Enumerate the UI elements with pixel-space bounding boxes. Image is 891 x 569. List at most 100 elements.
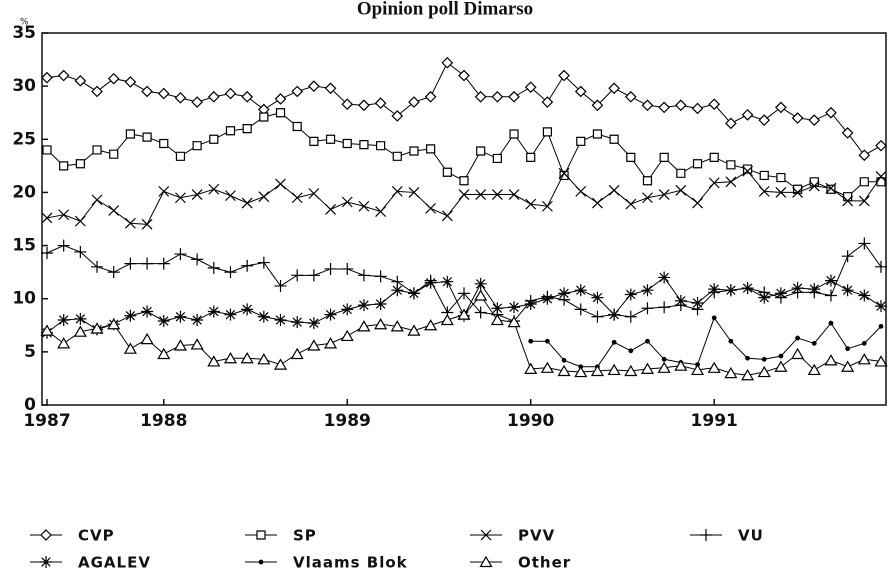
- marker: [191, 253, 204, 266]
- series-line: [46, 276, 882, 334]
- marker: [826, 184, 836, 194]
- marker: [775, 101, 787, 114]
- marker: [608, 184, 620, 196]
- marker: [308, 80, 320, 92]
- marker: [676, 168, 686, 178]
- marker: [540, 361, 554, 373]
- marker: [576, 136, 586, 147]
- marker: [858, 195, 870, 207]
- marker: [725, 176, 737, 188]
- marker: [223, 352, 238, 364]
- marker: [57, 239, 70, 252]
- marker: [309, 136, 319, 147]
- marker: [708, 177, 720, 189]
- marker: [561, 357, 567, 363]
- marker: [307, 269, 320, 282]
- marker: [459, 176, 469, 186]
- marker: [808, 114, 821, 127]
- marker: [307, 339, 321, 351]
- marker: [507, 315, 521, 328]
- marker: [545, 338, 550, 344]
- marker: [392, 151, 402, 161]
- marker: [324, 82, 337, 95]
- marker: [408, 96, 420, 108]
- marker: [92, 145, 102, 155]
- marker: [491, 90, 504, 103]
- marker: [224, 87, 237, 100]
- marker: [124, 309, 137, 322]
- marker: [74, 245, 87, 258]
- marker: [342, 138, 352, 149]
- marker: [628, 348, 634, 354]
- marker: [225, 126, 236, 136]
- marker: [391, 185, 403, 197]
- marker: [74, 312, 87, 325]
- marker: [642, 176, 653, 186]
- marker: [808, 180, 820, 192]
- y-tick-label: 15: [12, 236, 36, 256]
- marker: [708, 283, 721, 296]
- marker: [711, 315, 717, 321]
- marker: [275, 178, 286, 190]
- marker: [290, 347, 304, 360]
- marker: [291, 85, 304, 98]
- marker: [591, 99, 604, 112]
- legend-label: Other: [518, 554, 571, 569]
- marker: [491, 302, 504, 315]
- marker: [358, 99, 370, 112]
- marker: [841, 284, 854, 297]
- marker: [74, 215, 86, 227]
- marker: [807, 363, 821, 376]
- marker: [241, 197, 253, 209]
- marker: [591, 310, 604, 323]
- marker: [474, 289, 488, 301]
- marker: [191, 189, 203, 200]
- y-tick-label: 25: [12, 129, 36, 149]
- marker: [526, 152, 536, 162]
- marker: [591, 291, 604, 304]
- marker: [174, 91, 187, 104]
- marker: [425, 202, 437, 214]
- marker: [690, 363, 705, 376]
- marker: [845, 346, 851, 352]
- marker: [291, 192, 303, 204]
- marker: [541, 96, 554, 108]
- marker: [41, 71, 53, 84]
- marker: [824, 274, 837, 287]
- marker: [609, 134, 619, 144]
- marker: [508, 90, 520, 103]
- chart-title: Opinion poll Dimarso: [357, 0, 533, 19]
- marker: [241, 303, 254, 316]
- marker: [825, 182, 837, 194]
- marker: [692, 159, 703, 169]
- marker: [624, 310, 637, 323]
- marker: [492, 153, 502, 164]
- marker: [141, 257, 154, 270]
- marker: [745, 355, 750, 361]
- y-tick-label: 30: [12, 76, 36, 96]
- marker: [842, 195, 854, 207]
- marker: [174, 310, 187, 323]
- marker: [709, 152, 719, 162]
- marker: [574, 303, 587, 316]
- marker: [275, 108, 286, 118]
- marker: [374, 298, 387, 311]
- marker: [374, 97, 387, 109]
- marker: [641, 284, 654, 297]
- marker: [758, 185, 770, 197]
- marker: [57, 69, 70, 82]
- marker: [242, 124, 252, 134]
- marker: [357, 299, 370, 312]
- marker: [607, 363, 621, 376]
- marker: [658, 271, 671, 284]
- marker: [775, 187, 787, 198]
- marker: [759, 170, 769, 181]
- marker: [142, 132, 152, 142]
- marker: [157, 87, 170, 100]
- marker: [258, 191, 270, 203]
- marker: [692, 197, 703, 209]
- marker: [73, 325, 87, 337]
- marker: [207, 355, 221, 367]
- marker: [608, 308, 621, 321]
- marker: [557, 364, 571, 377]
